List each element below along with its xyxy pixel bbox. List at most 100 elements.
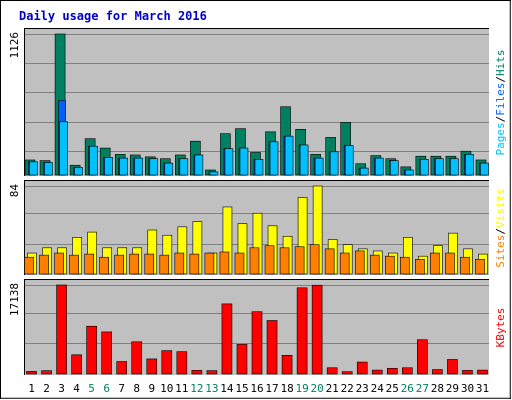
bar-sites [324, 248, 335, 275]
x-tick-label: 16 [250, 382, 263, 395]
bar-sites [279, 247, 290, 275]
legend-item: Sites [494, 235, 507, 268]
y-max-label: 84 [8, 184, 21, 198]
bar-pages [284, 135, 294, 176]
bar-sites [294, 246, 305, 275]
bar-sites [445, 252, 455, 275]
x-tick-label: 20 [310, 382, 323, 395]
x-tick-label: 19 [295, 382, 308, 395]
x-tick-label: 5 [88, 382, 95, 395]
x-tick-label: 27 [416, 382, 429, 395]
x-tick-label: 6 [103, 382, 110, 395]
bar-pages [224, 148, 234, 176]
bar-pages [164, 162, 174, 176]
bar-kbytes [341, 371, 353, 375]
x-tick-label: 24 [371, 382, 385, 395]
bar-pages [465, 154, 474, 176]
bar-pages [74, 167, 83, 176]
bar-pages [119, 157, 129, 176]
x-tick-label: 4 [73, 382, 80, 395]
bar-pages [149, 158, 159, 176]
bar-kbytes [266, 320, 278, 375]
legend-item: KBytes [494, 308, 507, 348]
chart-title: Daily usage for March 2016 [19, 9, 207, 23]
x-tick-label: 8 [133, 382, 140, 395]
x-tick-label: 30 [461, 382, 474, 395]
bar-sites [384, 255, 395, 275]
x-tick-label: 3 [58, 382, 65, 395]
bar-kbytes [447, 359, 458, 375]
bar-sites [339, 252, 350, 275]
bar-kbytes [296, 287, 308, 375]
bar-pages [450, 158, 459, 176]
x-tick-label: 14 [220, 382, 234, 395]
legend-separator: / [494, 116, 507, 123]
bar-kbytes [146, 358, 158, 375]
chart-panels: 1126Pages/Files/Hits84Sites/Visits17138K… [8, 28, 507, 376]
bar-pages [299, 144, 309, 176]
bar-kbytes [71, 354, 82, 375]
bar-sites [234, 252, 245, 275]
x-axis: 1 2 3 4 5 6 7 8 9 10 11 12 13 14 15 16 17 18 19 20 21 22 23 24 2… [28, 382, 489, 395]
bar-pages [134, 157, 144, 176]
x-tick-label: 7 [118, 382, 125, 395]
legend-separator: / [494, 228, 507, 235]
bar-sites [54, 252, 64, 275]
bar-sites [174, 252, 185, 275]
bar-kbytes [311, 284, 323, 375]
bar-sites [219, 251, 230, 275]
bar-sites [39, 254, 49, 275]
x-tick-label: 10 [160, 382, 173, 395]
bar-sites [369, 254, 380, 275]
x-tick-label: 15 [235, 382, 248, 395]
bar-pages [59, 121, 68, 176]
legend-bottom: KBytes [494, 308, 507, 348]
bar-pages [359, 167, 369, 176]
bar-kbytes [386, 367, 398, 375]
bar-sites [24, 256, 34, 275]
x-tick-label: 12 [190, 382, 203, 395]
bar-pages [389, 160, 399, 176]
bar-pages [44, 162, 53, 176]
bar-sites [84, 253, 94, 275]
bar-sites [415, 259, 425, 275]
bar-pages [329, 151, 339, 176]
bar-pages [254, 159, 264, 176]
bar-pages [194, 154, 204, 176]
legend-item: Files [494, 83, 507, 116]
x-tick-label: 25 [386, 382, 399, 395]
bar-kbytes [236, 344, 248, 375]
bar-pages [104, 157, 113, 176]
x-tick-label: 18 [280, 382, 293, 395]
bar-kbytes [176, 351, 188, 375]
x-tick-label: 1 [28, 382, 35, 395]
bar-sites [99, 256, 109, 275]
bar-sites [475, 259, 485, 275]
bar-sites [460, 256, 470, 275]
panel-middle: 84 Sites/Visits [8, 180, 507, 276]
legend-item: Pages [494, 122, 507, 155]
legend-separator: / [494, 76, 507, 83]
x-tick-label: 31 [476, 382, 489, 395]
bar-sites [144, 253, 155, 275]
bar-kbytes [101, 331, 112, 375]
bar-kbytes [26, 371, 37, 375]
panel-bottom: 17138 KBytes [8, 279, 507, 376]
x-tick-label: 17 [265, 382, 278, 395]
x-tick-label: 29 [446, 382, 459, 395]
x-tick-label: 13 [205, 382, 218, 395]
bar-kbytes [326, 367, 338, 375]
legend-item: Hits [494, 50, 507, 77]
bar-sites [69, 254, 79, 275]
bar-sites [430, 252, 440, 275]
bar-kbytes [251, 311, 263, 375]
bar-kbytes [281, 355, 293, 375]
bar-kbytes [402, 367, 413, 375]
bar-sites [264, 245, 275, 275]
bar-kbytes [432, 369, 443, 375]
bar-pages [405, 169, 414, 176]
bar-kbytes [56, 284, 67, 375]
bar-pages [179, 158, 189, 176]
